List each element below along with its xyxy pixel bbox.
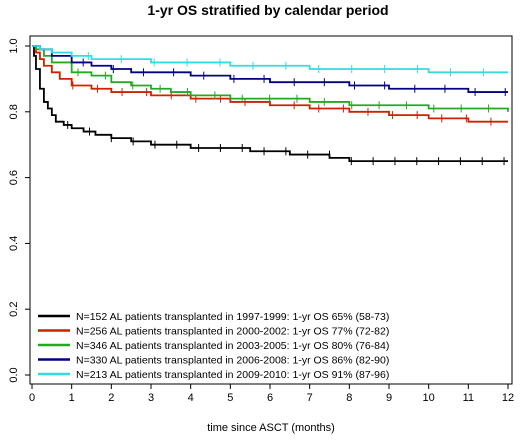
x-axis-label: time since ASCT (months) (207, 422, 335, 434)
x-tick-label: 9 (386, 392, 392, 404)
legend-entry-3: N=330 AL patients transplanted in 2006-2… (76, 355, 389, 367)
series-lines (32, 45, 509, 166)
x-tick-label: 11 (463, 392, 474, 404)
legend-box (34, 306, 368, 380)
x-tick-label: 10 (423, 392, 435, 404)
x-axis: 0 1 2 3 4 5 6 7 8 9 10 11 12 (29, 384, 514, 404)
x-tick-label: 2 (108, 392, 114, 404)
y-tick-label: 0.2 (8, 302, 20, 317)
x-tick-label: 6 (267, 392, 273, 404)
series-line-3 (32, 45, 508, 93)
x-tick-label: 7 (307, 392, 313, 404)
x-tick-label: 1 (69, 392, 75, 404)
x-tick-label: 8 (346, 392, 352, 404)
legend-entry-0: N=152 AL patients transplanted in 1997-1… (76, 311, 389, 323)
legend-entry-4: N=213 AL patients transplanted in 2009-2… (76, 369, 389, 381)
y-axis: 0.0 0.2 0.4 0.6 0.8 1.0 (8, 38, 30, 383)
x-tick-label: 5 (227, 392, 233, 404)
series-line-1 (32, 45, 508, 123)
x-tick-label: 4 (188, 392, 194, 404)
y-tick-label: 0.0 (8, 367, 20, 382)
y-tick-label: 1.0 (8, 38, 20, 53)
x-tick-label: 0 (29, 392, 35, 404)
plot-frame (29, 35, 513, 385)
chart-title: 1-yr OS stratified by calendar period (147, 2, 388, 18)
y-tick-label: 0.4 (8, 236, 20, 251)
legend-entry-1: N=256 AL patients transplanted in 2000-2… (76, 326, 389, 338)
series-line-4 (32, 45, 508, 74)
legend: N=152 AL patients transplanted in 1997-1… (34, 306, 389, 381)
x-tick-label: 3 (148, 392, 154, 404)
legend-entry-2: N=346 AL patients transplanted in 2003-2… (76, 340, 389, 352)
y-tick-label: 0.6 (8, 170, 20, 185)
y-tick-label: 0.8 (8, 104, 20, 119)
x-tick-label: 12 (502, 392, 514, 404)
series-line-2 (32, 45, 509, 112)
